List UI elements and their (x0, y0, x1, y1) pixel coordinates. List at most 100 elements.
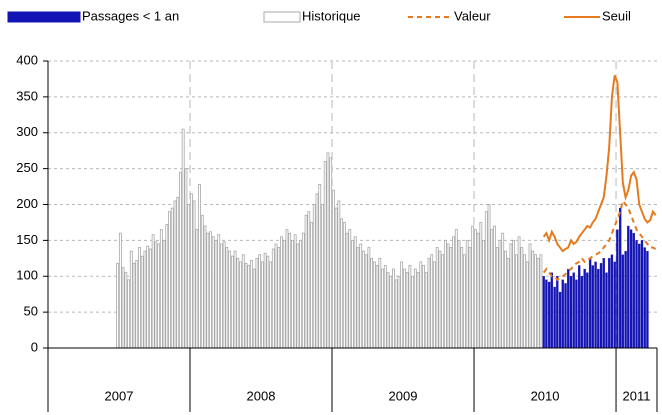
y-tick-label: 300 (16, 124, 38, 139)
bar (331, 189, 335, 349)
bar (433, 261, 436, 349)
bar (222, 241, 226, 349)
bar (159, 229, 163, 349)
bar (168, 211, 171, 349)
bar (329, 157, 333, 349)
bar (602, 258, 605, 349)
bar (632, 233, 635, 349)
bar (476, 232, 480, 349)
bar (572, 272, 575, 349)
x-group-label: 2010 (531, 388, 560, 403)
bar (569, 276, 573, 349)
bar (525, 261, 529, 349)
bar (517, 236, 521, 349)
x-group-label: 2011 (623, 388, 651, 403)
bar (643, 247, 646, 349)
y-tick-label: 400 (16, 52, 38, 67)
bar (471, 225, 475, 349)
bar (353, 236, 357, 349)
bar (315, 193, 319, 349)
bar (578, 265, 581, 349)
bar (307, 211, 311, 349)
bar (567, 268, 570, 349)
bar (219, 243, 223, 349)
bar (252, 268, 256, 349)
bar (520, 247, 524, 349)
bar (260, 261, 264, 349)
bar (176, 196, 180, 349)
bar (195, 229, 199, 349)
bar (323, 161, 327, 349)
bar (528, 243, 532, 349)
bar (233, 250, 237, 349)
bar (345, 232, 349, 349)
bar (400, 261, 404, 349)
bar (591, 265, 594, 349)
legend-swatch (7, 11, 81, 23)
bar (143, 250, 147, 349)
bar (151, 234, 155, 349)
bar (504, 250, 507, 349)
bar (575, 279, 578, 349)
bar (241, 254, 245, 349)
bar (558, 291, 562, 349)
bar (285, 229, 289, 349)
bar (413, 268, 417, 349)
bar (638, 243, 641, 349)
bar (247, 265, 251, 349)
bar (206, 232, 210, 349)
y-tick-label: 150 (16, 232, 38, 247)
bar (318, 184, 322, 349)
bar (534, 254, 537, 349)
bar (274, 243, 278, 349)
bar (408, 265, 412, 349)
bar (506, 257, 510, 349)
bar (594, 261, 597, 349)
bar (198, 184, 201, 349)
y-tick-label: 200 (16, 196, 38, 211)
bar (495, 247, 499, 349)
bar (209, 231, 212, 349)
bar (468, 247, 472, 349)
bar (244, 262, 248, 349)
bar (484, 211, 488, 349)
bar (536, 257, 540, 349)
bar (362, 250, 365, 349)
bar (386, 272, 390, 349)
bar (258, 254, 262, 349)
bar (509, 243, 513, 349)
bar (127, 279, 130, 349)
bar (381, 268, 384, 349)
bar (383, 265, 387, 349)
bar (550, 272, 554, 349)
bar (640, 240, 644, 349)
bar (230, 255, 234, 349)
bar (498, 239, 502, 349)
bar (493, 225, 496, 349)
bar (588, 258, 592, 349)
bar (597, 268, 600, 349)
bar (419, 261, 423, 349)
bar (394, 279, 398, 349)
bar (487, 204, 491, 349)
bar (392, 268, 395, 349)
bar (148, 248, 152, 349)
bar (430, 254, 434, 349)
bar (165, 224, 169, 349)
bar (490, 229, 494, 349)
bar (542, 276, 545, 349)
legend-label: Seuil (602, 8, 631, 23)
bar (457, 239, 461, 349)
bar (340, 218, 343, 349)
bar (367, 247, 371, 349)
bar (118, 232, 122, 349)
x-group-label: 2007 (105, 388, 134, 403)
bar (613, 261, 616, 349)
bar (321, 204, 324, 349)
bar (334, 207, 338, 349)
bar (479, 222, 483, 349)
bar (449, 247, 453, 349)
bar (291, 239, 294, 349)
bar (482, 239, 486, 349)
bar (269, 261, 272, 349)
